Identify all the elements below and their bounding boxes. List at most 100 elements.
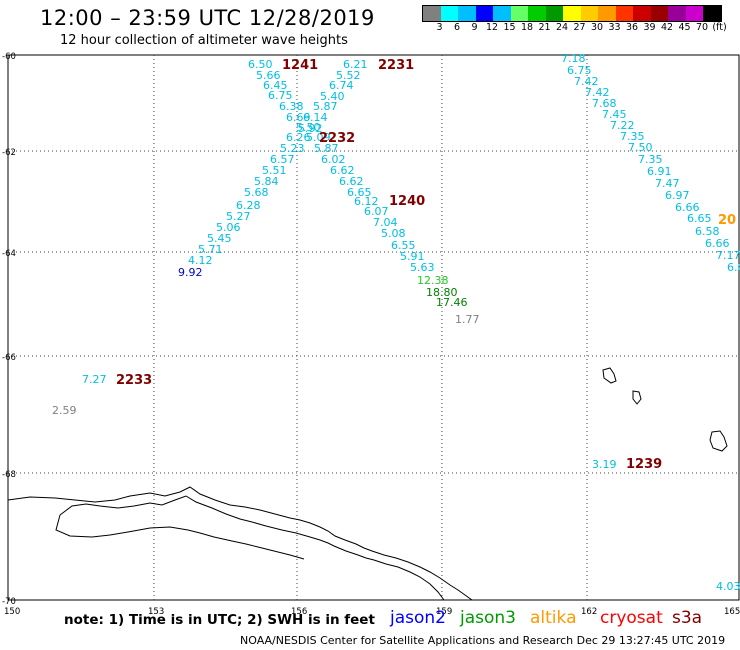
pass-label: 2233	[116, 373, 152, 388]
swh-value-label: 4.12	[188, 254, 213, 267]
swh-value-label: 6.21	[343, 58, 368, 71]
satellite-legend-jason2: jason2	[390, 608, 446, 628]
scale-swatch	[493, 6, 511, 21]
swh-value-label: 7.68	[592, 97, 617, 110]
swh-value-label: 5.87	[313, 100, 338, 113]
swh-value-label: 6.50	[248, 58, 273, 71]
scale-label: 15	[503, 22, 516, 33]
swh-value-label: 5.09	[306, 131, 331, 144]
wave-height-color-scale	[422, 5, 722, 22]
pass-label: 1241	[282, 58, 318, 73]
swh-value-label: 6.12	[354, 195, 379, 208]
swh-value-label: 5.52	[336, 69, 361, 82]
swh-value-label: 6.07	[364, 205, 389, 218]
swh-value-label: 6.28	[236, 199, 261, 212]
scale-swatch	[563, 6, 581, 21]
scale-swatch	[510, 6, 528, 21]
swh-value-label: 5.87	[314, 142, 339, 155]
swh-value-label: 6.62	[339, 175, 364, 188]
map-title: 12:00 – 23:59 UTC 12/28/2019	[40, 6, 375, 30]
scale-label: 39	[643, 22, 656, 33]
swh-value-label: 5.06	[216, 221, 241, 234]
swh-value-label: 6.66	[675, 201, 700, 214]
scale-label: 9	[471, 22, 478, 33]
swh-value-label: 6.26	[286, 131, 311, 144]
swh-value-label: 3.19	[592, 458, 617, 471]
swh-value-label: 7.42	[585, 86, 610, 99]
swh-value-label: 7.35	[638, 153, 663, 166]
y-tick-label: -60	[2, 52, 16, 62]
x-tick-label: 156	[291, 607, 307, 617]
swh-value-label: 7.42	[574, 75, 599, 88]
x-tick-label: 153	[148, 607, 164, 617]
x-tick-label: 150	[4, 607, 20, 617]
scale-swatch	[545, 6, 563, 21]
scale-swatch	[528, 6, 546, 21]
scale-swatch	[440, 6, 458, 21]
scale-label: 30	[590, 22, 604, 33]
scale-swatch	[580, 6, 598, 21]
swh-value-label: 5.50	[296, 121, 321, 134]
swh-value-label: 6.38	[279, 100, 304, 113]
axis-tick-labels: 150 153 156 159 162 165 -60 -62 -64 -66 -68 -70	[2, 52, 740, 617]
swh-value-label: 5.23	[280, 142, 305, 155]
swh-value-label: 9.92	[178, 266, 203, 279]
swh-value-label: 7.04	[373, 216, 398, 229]
swh-value-label: 5.71	[198, 243, 223, 256]
swh-value-label: 4.03	[716, 580, 740, 593]
scale-swatch	[598, 6, 616, 21]
y-tick-label: -70	[2, 597, 16, 607]
swh-value-label: 5.08	[381, 227, 406, 240]
island-2	[632, 390, 642, 405]
swh-value-label: 5.45	[207, 232, 232, 245]
swh-value-label: 7.50	[628, 141, 653, 154]
y-tick-label: -66	[2, 353, 16, 363]
swh-value-label: 7.22	[610, 119, 635, 132]
map-subtitle: 12 hour collection of altimeter wave hei…	[60, 33, 348, 48]
scale-label: 6	[453, 22, 461, 33]
swh-value-label: 6.75	[268, 89, 293, 102]
swh-value-label: 6.65	[687, 212, 712, 225]
swh-value-label: 6.14	[303, 111, 328, 124]
map-frame	[7, 54, 740, 601]
scale-label: 42	[660, 22, 674, 33]
swh-value-label: 6.58	[695, 225, 720, 238]
pass-label: 20	[718, 213, 736, 228]
x-tick-label: 165	[724, 607, 740, 617]
scale-swatch	[475, 6, 493, 21]
island-3	[709, 430, 728, 452]
coastline-inner	[59, 495, 445, 601]
swh-value-label: 5.66	[256, 69, 281, 82]
scale-label: 3	[436, 22, 443, 33]
swh-value-label: 6.91	[647, 165, 672, 178]
x-tick-label: 159	[436, 607, 452, 617]
swh-value-label: 1.77	[455, 313, 480, 326]
swh-value-label: 6.62	[330, 164, 355, 177]
scale-label: 12	[485, 22, 499, 33]
satellite-legend-jason3: jason3	[460, 608, 516, 628]
swh-value-label: 5.68	[244, 186, 269, 199]
island-1	[602, 367, 617, 384]
footer-note: note: 1) Time is in UTC; 2) SWH is in fe…	[64, 612, 375, 628]
y-tick-label: -68	[2, 470, 16, 480]
swh-value-label: 6.65	[347, 186, 372, 199]
swh-value-label: 6.74	[329, 79, 354, 92]
wave-height-labels: 6.505.666.456.756.386.695.506.265.236.57…	[52, 52, 740, 593]
swh-value-label: 6.75	[567, 64, 592, 77]
swh-value-label: 7.17	[716, 249, 740, 262]
x-tick-label: 162	[581, 607, 597, 617]
swh-value-label: 6.66	[705, 237, 730, 250]
coastline	[7, 486, 473, 601]
swh-value-label: 7.35	[620, 130, 645, 143]
footer-credit: NOAA/NESDIS Center for Satellite Applica…	[240, 634, 726, 647]
swh-value-label: 6.8	[727, 261, 740, 274]
scale-swatch	[668, 6, 686, 21]
swh-value-label: 5.63	[410, 261, 435, 274]
scale-swatch	[685, 6, 703, 21]
swh-value-label: 5.40	[320, 90, 345, 103]
y-tick-label: -62	[2, 148, 16, 158]
scale-label: 33	[608, 22, 621, 33]
pass-label: 1239	[626, 457, 662, 472]
pass-label: 1240	[389, 194, 425, 209]
